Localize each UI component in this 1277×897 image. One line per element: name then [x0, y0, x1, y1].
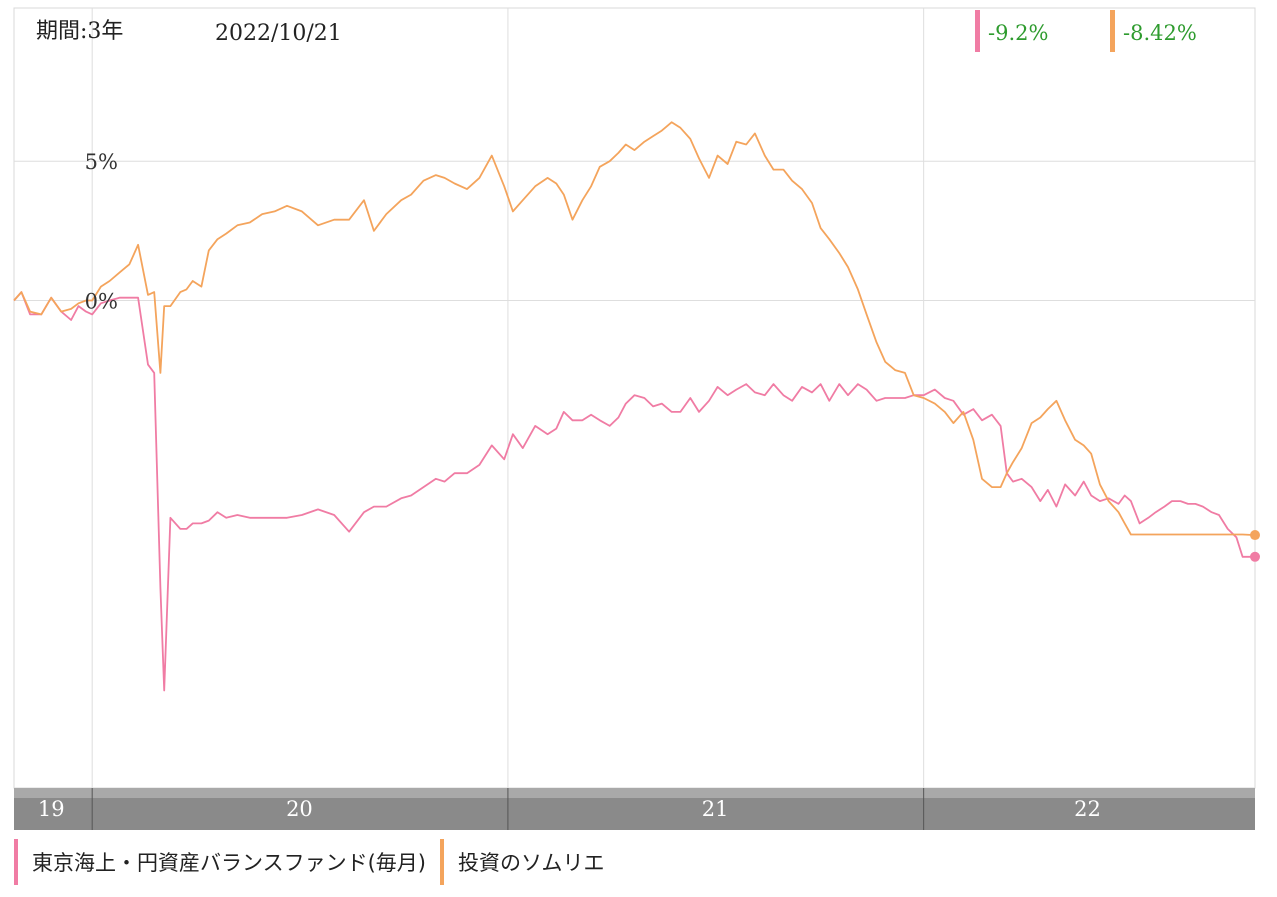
series-line-1 [13, 121, 1256, 536]
final-value-swatch-1 [1110, 10, 1115, 52]
legend-label-tokio: 東京海上・円資産バランスファンド(毎月) [32, 851, 426, 875]
x-tick-label: 21 [702, 797, 729, 821]
series-endpoint-1 [1250, 530, 1260, 541]
x-axis-ticks: 19 20 21 22 [38, 788, 1101, 830]
final-value-1: -8.42% [1123, 21, 1197, 45]
final-value-0: -9.2% [988, 21, 1048, 45]
final-value-swatch-0 [975, 10, 980, 52]
series-line-0 [13, 291, 1255, 692]
date-label: 2022/10/21 [215, 21, 342, 46]
period-label: 期間:3年 [36, 19, 123, 44]
x-tick-label: 20 [286, 797, 313, 821]
y-tick-label: 5% [85, 150, 118, 174]
legend-item-sommelier: 投資のソムリエ [439, 839, 605, 885]
series-lines [13, 121, 1260, 692]
y-axis-ticks: 5% 0% [85, 150, 118, 313]
y-tick-label: 0% [85, 290, 118, 314]
plot-frame [13, 7, 1256, 789]
final-values: -9.2% -8.42% [975, 10, 1197, 52]
legend-swatch-tokio [14, 839, 18, 885]
legend-swatch-sommelier [439, 839, 444, 885]
x-axis-band-highlight [14, 788, 1255, 798]
legend-item-tokio: 東京海上・円資産バランスファンド(毎月) [14, 839, 426, 885]
legend: 東京海上・円資産バランスファンド(毎月) 投資のソムリエ [14, 838, 619, 886]
series-endpoint-0 [1250, 551, 1260, 562]
legend-label-sommelier: 投資のソムリエ [457, 851, 605, 875]
x-tick-label: 19 [38, 797, 65, 821]
x-tick-label: 22 [1074, 797, 1101, 821]
